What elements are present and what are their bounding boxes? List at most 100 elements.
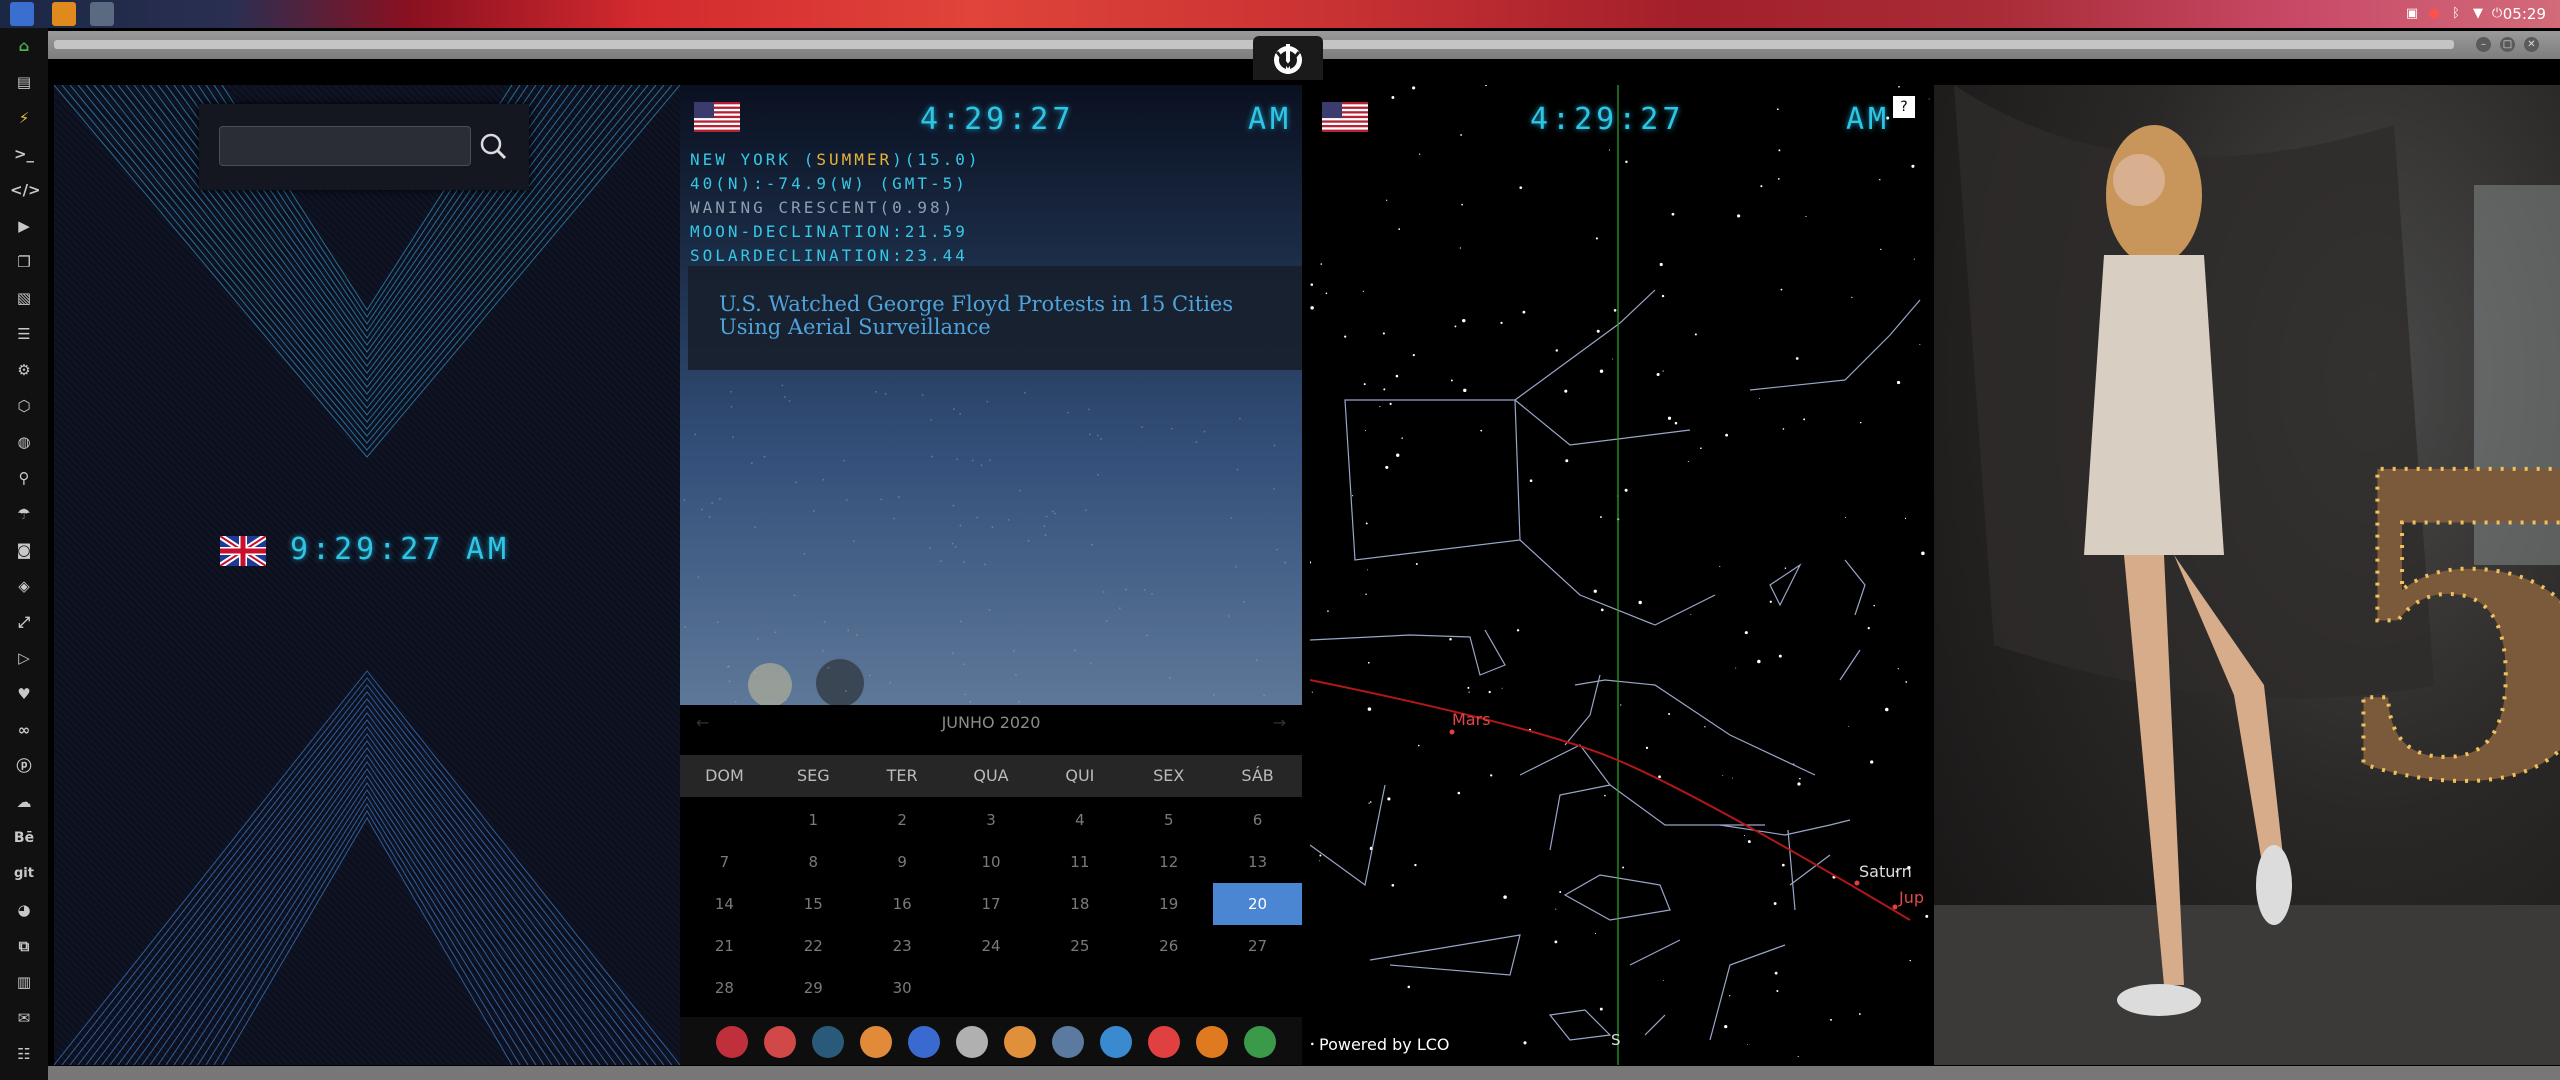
sublime-text-icon[interactable]: [52, 2, 76, 26]
news-card[interactable]: U.S. Watched George Floyd Protests in 15…: [688, 266, 1302, 370]
weekday-label: DOM: [705, 766, 744, 785]
system-clock[interactable]: 05:29: [2502, 5, 2546, 23]
search-input[interactable]: [219, 126, 471, 166]
infinity-icon[interactable]: ∞: [17, 721, 31, 739]
calendar-day[interactable]: 22: [803, 937, 823, 955]
play-icon[interactable]: ▶: [18, 217, 30, 235]
calendar-day[interactable]: 16: [892, 895, 912, 913]
calendar-day[interactable]: 26: [1159, 937, 1179, 955]
uk-flag: [218, 533, 268, 570]
timer-icon[interactable]: [764, 1026, 796, 1058]
calendar-day[interactable]: 11: [1070, 853, 1090, 871]
calendar-day[interactable]: 21: [714, 937, 734, 955]
settings-icon[interactable]: ⚙: [17, 361, 31, 379]
next-month-button[interactable]: →: [1272, 713, 1286, 732]
globe-icon[interactable]: ◍: [17, 433, 31, 451]
calendar-day[interactable]: 17: [981, 895, 1001, 913]
sky-credit[interactable]: Powered by LCO: [1319, 1035, 1450, 1054]
news-icon[interactable]: [956, 1026, 988, 1058]
minimize-button[interactable]: –: [2476, 37, 2491, 52]
behance-icon[interactable]: Bē: [13, 830, 35, 846]
image-icon[interactable]: ▣: [2405, 6, 2419, 21]
calendar-day[interactable]: 13: [1248, 853, 1268, 871]
server-icon[interactable]: ☷: [17, 1045, 31, 1063]
globe-icon[interactable]: [812, 1026, 844, 1058]
calendar-day[interactable]: 20: [1213, 883, 1302, 925]
translate-icon[interactable]: [908, 1026, 940, 1058]
lightning-icon[interactable]: ⚡: [18, 109, 30, 127]
news-headline-link[interactable]: U.S. Watched George Floyd Protests in 15…: [719, 292, 1234, 339]
web-browser-icon[interactable]: [1100, 1026, 1132, 1058]
search-icon[interactable]: [1004, 1026, 1036, 1058]
calendar-day[interactable]: 1: [808, 811, 819, 829]
app-icon[interactable]: [90, 2, 114, 26]
new-york-widget: [680, 85, 1302, 705]
code-icon[interactable]: </>: [10, 181, 41, 199]
help-button[interactable]: ?: [1893, 96, 1915, 118]
cubes-icon[interactable]: ⧉: [18, 937, 30, 955]
calendar-icon[interactable]: [1148, 1026, 1180, 1058]
calendar-day[interactable]: 30: [892, 979, 912, 997]
image-icon[interactable]: ▧: [16, 289, 32, 307]
calendar-day[interactable]: 27: [1248, 937, 1268, 955]
calendar-day[interactable]: 2: [897, 811, 907, 829]
map-icon[interactable]: ▥: [16, 973, 32, 991]
calendar-day[interactable]: 9: [897, 853, 907, 871]
calendar-day[interactable]: 15: [803, 895, 823, 913]
calendar-day[interactable]: 5: [1163, 811, 1174, 829]
calendar-day[interactable]: 25: [1070, 937, 1090, 955]
calendar-day-empty: [1213, 967, 1302, 1009]
news-icon[interactable]: ☰: [17, 325, 31, 343]
document-icon[interactable]: ▤: [16, 73, 32, 91]
bluetooth-icon[interactable]: ᛒ: [2452, 6, 2460, 21]
calendar-day[interactable]: 6: [1252, 811, 1263, 829]
hexagon-icon[interactable]: ⬡: [17, 397, 31, 415]
files-icon[interactable]: ❐: [17, 253, 31, 271]
search-icon[interactable]: ⚲: [18, 469, 30, 487]
dev-icon[interactable]: ◈: [18, 577, 30, 595]
sky-map-panel[interactable]: [1310, 85, 1930, 1065]
youtube-icon[interactable]: ▷: [18, 649, 30, 667]
calendar-day[interactable]: 19: [1159, 895, 1179, 913]
maximize-button[interactable]: □: [2500, 37, 2515, 52]
search-button[interactable]: [471, 124, 515, 168]
heart-icon[interactable]: ♥: [17, 685, 31, 703]
wifi-icon[interactable]: ▼: [2473, 6, 2483, 21]
prev-month-button[interactable]: ←: [696, 713, 710, 732]
cloud-icon[interactable]: ☁: [16, 793, 32, 811]
calendar-day[interactable]: 18: [1070, 895, 1090, 913]
file-manager-icon[interactable]: [10, 2, 34, 26]
calendar-day[interactable]: 24: [981, 937, 1001, 955]
solar-declination-line: SOLARDECLINATION:23.44: [690, 246, 968, 265]
planet-label-mars: Mars: [1452, 710, 1491, 729]
calendar-day[interactable]: 28: [714, 979, 734, 997]
calendar-day[interactable]: 12: [1159, 853, 1179, 871]
expand-icon[interactable]: ⤢: [17, 613, 30, 631]
calendar-day[interactable]: 10: [981, 853, 1001, 871]
calendar-day[interactable]: 14: [714, 895, 734, 913]
calendar-day[interactable]: 7: [719, 853, 730, 871]
clock-icon[interactable]: [1052, 1026, 1084, 1058]
calendar-day[interactable]: 23: [892, 937, 912, 955]
image-viewer-icon[interactable]: [860, 1026, 892, 1058]
github-icon[interactable]: ◕: [17, 901, 31, 919]
power-icon[interactable]: ⏻: [2491, 6, 2503, 21]
terminal-icon[interactable]: >_: [13, 145, 35, 163]
launcher-icon[interactable]: [716, 1026, 748, 1058]
yandex-icon[interactable]: [1244, 1026, 1276, 1058]
calendar-day[interactable]: 29: [803, 979, 823, 997]
close-button[interactable]: ✕: [2524, 37, 2539, 52]
umbrella-icon[interactable]: ☂: [17, 505, 31, 523]
record-icon[interactable]: ●: [2428, 6, 2440, 21]
pinterest-icon[interactable]: ⓟ: [16, 757, 32, 775]
calendar-day[interactable]: 4: [1075, 811, 1085, 829]
home-icon[interactable]: ⌂: [18, 37, 30, 55]
ecliptic-line: [1310, 679, 1911, 921]
terminal-icon[interactable]: [1196, 1026, 1228, 1058]
rebel-alliance-icon[interactable]: [1253, 36, 1323, 80]
contacts-icon[interactable]: ◙: [16, 541, 32, 559]
calendar-day[interactable]: 8: [808, 853, 819, 871]
git-icon[interactable]: git: [14, 866, 34, 881]
calendar-day[interactable]: 3: [986, 811, 996, 829]
mail-icon[interactable]: ✉: [17, 1009, 31, 1027]
